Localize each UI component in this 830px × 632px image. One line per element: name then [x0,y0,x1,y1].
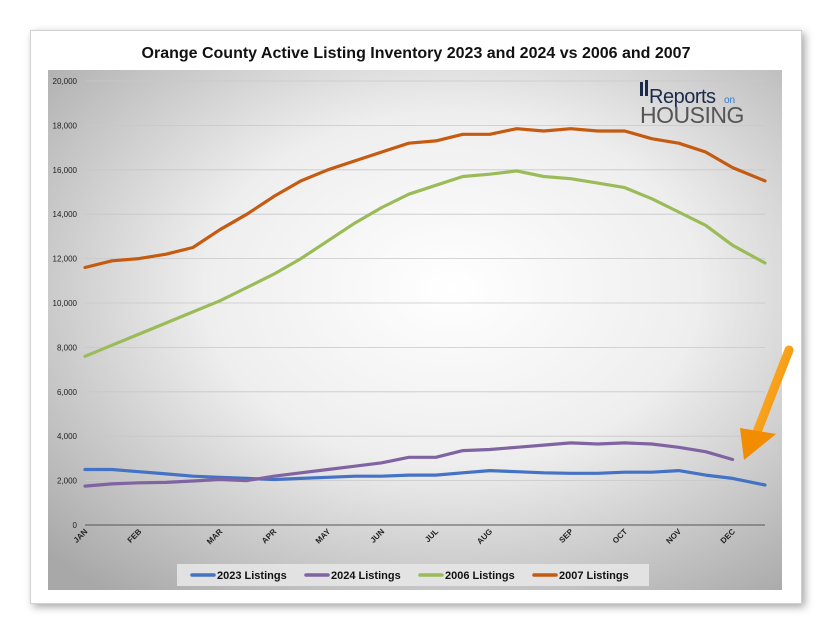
legend-label: 2007 Listings [559,570,629,582]
y-tick-label: 2,000 [57,477,78,486]
legend-label: 2006 Listings [445,570,515,582]
series-line-2024-listings [83,441,735,488]
y-tick-label: 0 [73,521,78,530]
reports-on-housing-logo: Reports on HOUSING [640,80,744,128]
series-line-2006-listings [83,169,767,358]
legend-label: 2024 Listings [331,570,401,582]
grid-lines [85,80,765,526]
logo-reports-text: Reports [649,86,716,108]
series-line-2023-listings [83,467,767,487]
annotation-arrow-icon [740,345,794,460]
y-tick-label: 18,000 [53,121,78,130]
legend-label: 2023 Listings [217,570,287,582]
series-line-2007-listings [83,127,767,270]
logo-house-icon [640,80,648,96]
y-tick-label: 8,000 [57,343,78,352]
y-tick-label: 4,000 [57,432,78,441]
y-tick-label: 12,000 [53,255,78,264]
series-lines [83,127,767,488]
logo-on-text: on [724,95,735,106]
y-tick-label: 10,000 [53,299,78,308]
legend: 2023 Listings 2024 Listings 2006 Listings 2… [177,564,649,586]
legend-background [177,564,649,586]
logo-housing-text: HOUSING [640,102,744,128]
y-tick-label: 16,000 [53,166,78,175]
plot-background [48,70,782,590]
y-tick-label: 20,000 [53,77,78,86]
y-tick-label: 6,000 [57,388,78,397]
y-axis-ticks: 0 2,000 4,000 6,000 8,000 10,000 12,000 14,000 1… [53,77,78,530]
chart-title: Orange County Active Listing Inventory 2… [141,45,691,62]
y-tick-label: 14,000 [53,210,78,219]
